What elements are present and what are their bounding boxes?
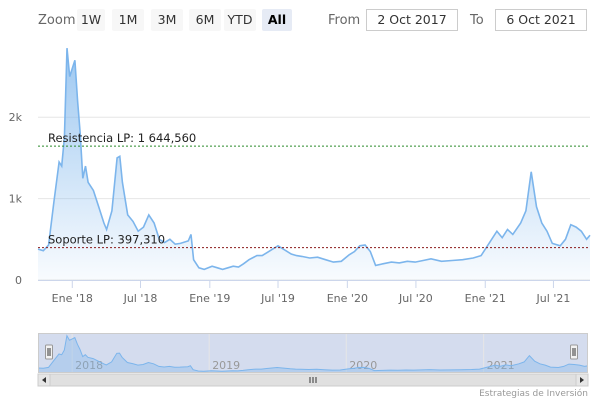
zoom-button-all[interactable]: All — [262, 9, 292, 31]
y-tick-label-0: 0 — [15, 274, 22, 287]
y-axis-labels: 0 1k 2k — [9, 111, 23, 287]
zoom-button-1m[interactable]: 1M — [112, 9, 144, 31]
navigator-handle-left[interactable] — [45, 344, 53, 360]
navigator[interactable]: 2018 2019 2020 2021 — [37, 333, 589, 373]
y-tick-label-1: 1k — [9, 193, 23, 206]
to-date-input[interactable]: 6 Oct 2021 — [495, 9, 587, 31]
navigator-line — [37, 334, 589, 372]
navigator-year-0: 2018 — [75, 359, 103, 372]
navigator-area — [38, 335, 588, 373]
navigator-year-1: 2019 — [212, 359, 240, 372]
arrow-right-icon — [580, 377, 584, 383]
x-tick-label-2: Ene '19 — [189, 292, 230, 305]
zoom-button-1w[interactable]: 1W — [77, 9, 105, 31]
from-date-input[interactable]: 2 Oct 2017 — [366, 9, 458, 31]
navigator-year-3: 2021 — [487, 359, 515, 372]
to-label: To — [470, 13, 484, 28]
x-axis: Ene '18 Jul '18 Ene '19 Jul '19 Ene '20 Jul '… — [38, 280, 590, 305]
scrollbar[interactable] — [37, 373, 589, 387]
series-area — [38, 48, 590, 280]
zoom-button-6m[interactable]: 6M — [189, 9, 221, 31]
zoom-button-3m[interactable]: 3M — [151, 9, 183, 31]
arrow-left-icon — [42, 377, 46, 383]
from-label: From — [328, 13, 361, 28]
range-selector-toolbar: Zoom 1W 1M 3M 6M YTD All From 2 Oct 2017… — [0, 0, 596, 44]
y-tick-label-2: 2k — [9, 111, 23, 124]
chart-credit: Estrategias de Inversión — [479, 389, 588, 399]
x-tick-label-1: Jul '18 — [123, 292, 158, 305]
x-tick-label-7: Jul '21 — [536, 292, 571, 305]
navigator-outline — [38, 333, 588, 373]
x-tick-label-0: Ene '18 — [52, 292, 93, 305]
x-tick-label-3: Jul '19 — [260, 292, 295, 305]
zoom-button-ytd[interactable]: YTD — [224, 9, 256, 31]
navigator-handle-right[interactable] — [570, 344, 578, 360]
plot-lines: Resistencia LP: 1 644,560 Soporte LP: 397… — [38, 131, 590, 249]
handle-body — [45, 344, 53, 360]
navigator-selection — [38, 333, 588, 373]
x-tick-label-6: Ene '21 — [465, 292, 506, 305]
handle-body — [570, 344, 578, 360]
zoom-label: Zoom — [38, 13, 76, 28]
x-tick-label-4: Ene '20 — [327, 292, 368, 305]
series-line — [37, 48, 591, 271]
x-tick-label-5: Jul '20 — [398, 292, 433, 305]
support-label: Soporte LP: 397,310 — [48, 233, 165, 247]
resistance-label: Resistencia LP: 1 644,560 — [48, 131, 196, 145]
